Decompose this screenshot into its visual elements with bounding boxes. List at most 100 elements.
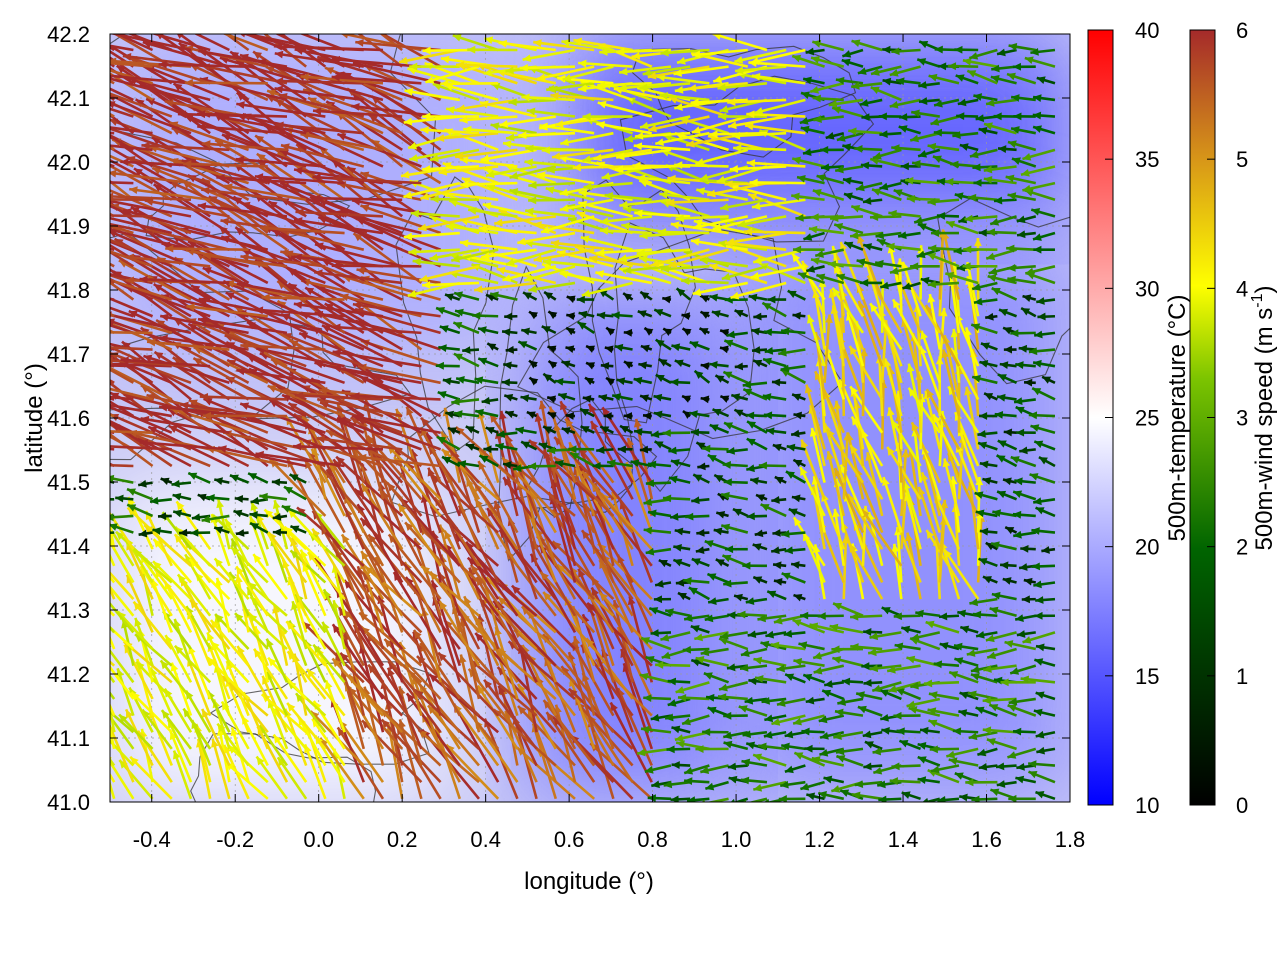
wind-vector-head [745, 597, 755, 605]
wind-vector [723, 740, 749, 751]
wind-vector-shaft [569, 565, 615, 634]
wind-vector [823, 680, 844, 688]
wind-vector [867, 647, 902, 657]
wind-vector [173, 618, 193, 667]
wind-vector-head [416, 656, 426, 665]
wind-vector-head [720, 631, 729, 640]
wind-vector [921, 797, 941, 802]
wind-vector-head [939, 642, 949, 650]
wind-vector-head [71, 261, 80, 268]
wind-vector [806, 792, 825, 801]
wind-vector-head [85, 642, 93, 651]
wind-vector-head [1013, 727, 1022, 736]
wind-vector-head [100, 654, 108, 663]
wind-vector-shaft [359, 644, 385, 733]
wind-vector-head [134, 617, 142, 627]
wind-vector-shaft [494, 626, 519, 700]
wind-vector-head [960, 625, 970, 634]
wind-vector-shaft [538, 544, 596, 617]
wind-vector-head [801, 727, 810, 736]
wind-vector-head [75, 575, 83, 584]
wind-vector [301, 562, 327, 617]
wind-vector [572, 635, 596, 716]
wind-vector [784, 730, 806, 739]
wind-vector [925, 620, 960, 634]
wind-vector-head [833, 732, 842, 740]
wind-vector [776, 697, 806, 707]
wind-vector-head [92, 273, 101, 280]
wind-vector-head [684, 767, 694, 775]
wind-vector-head [906, 655, 916, 664]
wind-vector-shaft [587, 603, 615, 683]
wind-vector-shaft [347, 686, 404, 750]
wind-vector [946, 747, 979, 759]
wind-vector-head [741, 758, 751, 767]
wind-vector [568, 687, 634, 750]
wind-vector-shaft [287, 576, 308, 633]
wind-vector-shaft [609, 701, 653, 783]
wind-vector-shaft [188, 558, 231, 601]
wind-vector-head [917, 776, 927, 785]
wind-vector-shaft [303, 743, 327, 800]
wind-vector [683, 614, 710, 623]
wind-vector-shaft [299, 549, 327, 600]
wind-vector [214, 613, 250, 650]
wind-vector [118, 713, 154, 750]
wind-vectors [71, 34, 1056, 802]
wind-vector [331, 657, 384, 717]
wind-vector-head [765, 630, 775, 639]
wind-vector [116, 667, 135, 717]
wind-vector [322, 588, 346, 633]
wind-vector [655, 661, 691, 669]
wind-vector [660, 631, 691, 642]
wind-vector-head [92, 515, 99, 524]
wind-vector [952, 727, 979, 736]
wind-vector [1004, 640, 1037, 651]
wind-vector-shaft [437, 651, 500, 717]
wind-vector [152, 560, 192, 601]
wind-vector-shaft [125, 541, 154, 600]
wind-vector [206, 631, 231, 683]
wind-vector-head [677, 693, 687, 702]
wind-vector-shaft [272, 733, 308, 783]
wind-vector [704, 614, 729, 623]
wind-vector [234, 612, 269, 650]
wind-vector-head [650, 629, 659, 637]
wind-vector [160, 709, 193, 750]
wind-vector-head [304, 744, 312, 754]
wind-vector [545, 711, 596, 783]
wind-vector-head [1035, 730, 1045, 739]
wind-vector-head [361, 572, 371, 581]
wind-vector-shaft [110, 723, 116, 750]
wind-vector [958, 709, 979, 717]
wind-vector [792, 618, 826, 634]
wind-vector-head [920, 726, 929, 735]
wind-vector-head [183, 708, 192, 718]
wind-vector-head [1007, 751, 1017, 759]
wind-vector [770, 641, 806, 651]
wind-vector [738, 705, 768, 717]
wind-vector [272, 733, 308, 783]
wind-vector-head [98, 512, 106, 520]
wind-vector [718, 681, 749, 692]
wind-vector-head [792, 619, 802, 627]
wind-vector-head [546, 712, 555, 722]
wind-vector-shaft [179, 577, 212, 634]
wind-vector-head [888, 685, 898, 693]
wind-vector [520, 605, 576, 667]
wind-vector-head [645, 655, 655, 664]
wind-vector-head [944, 549, 953, 559]
wind-vector-head [806, 792, 816, 801]
wind-vector-head [476, 577, 485, 587]
wind-vector [704, 780, 729, 791]
wind-vector-shaft [590, 576, 634, 650]
wind-vector [149, 666, 173, 717]
wind-vector [364, 565, 423, 617]
wind-vector [176, 573, 212, 617]
wind-vector-head [231, 538, 239, 548]
wind-vector-head [119, 714, 128, 724]
wind-vector-shaft [116, 610, 154, 650]
wind-vector-shaft [528, 609, 557, 683]
wind-vector-head [686, 796, 696, 802]
wind-vector [1035, 790, 1056, 801]
